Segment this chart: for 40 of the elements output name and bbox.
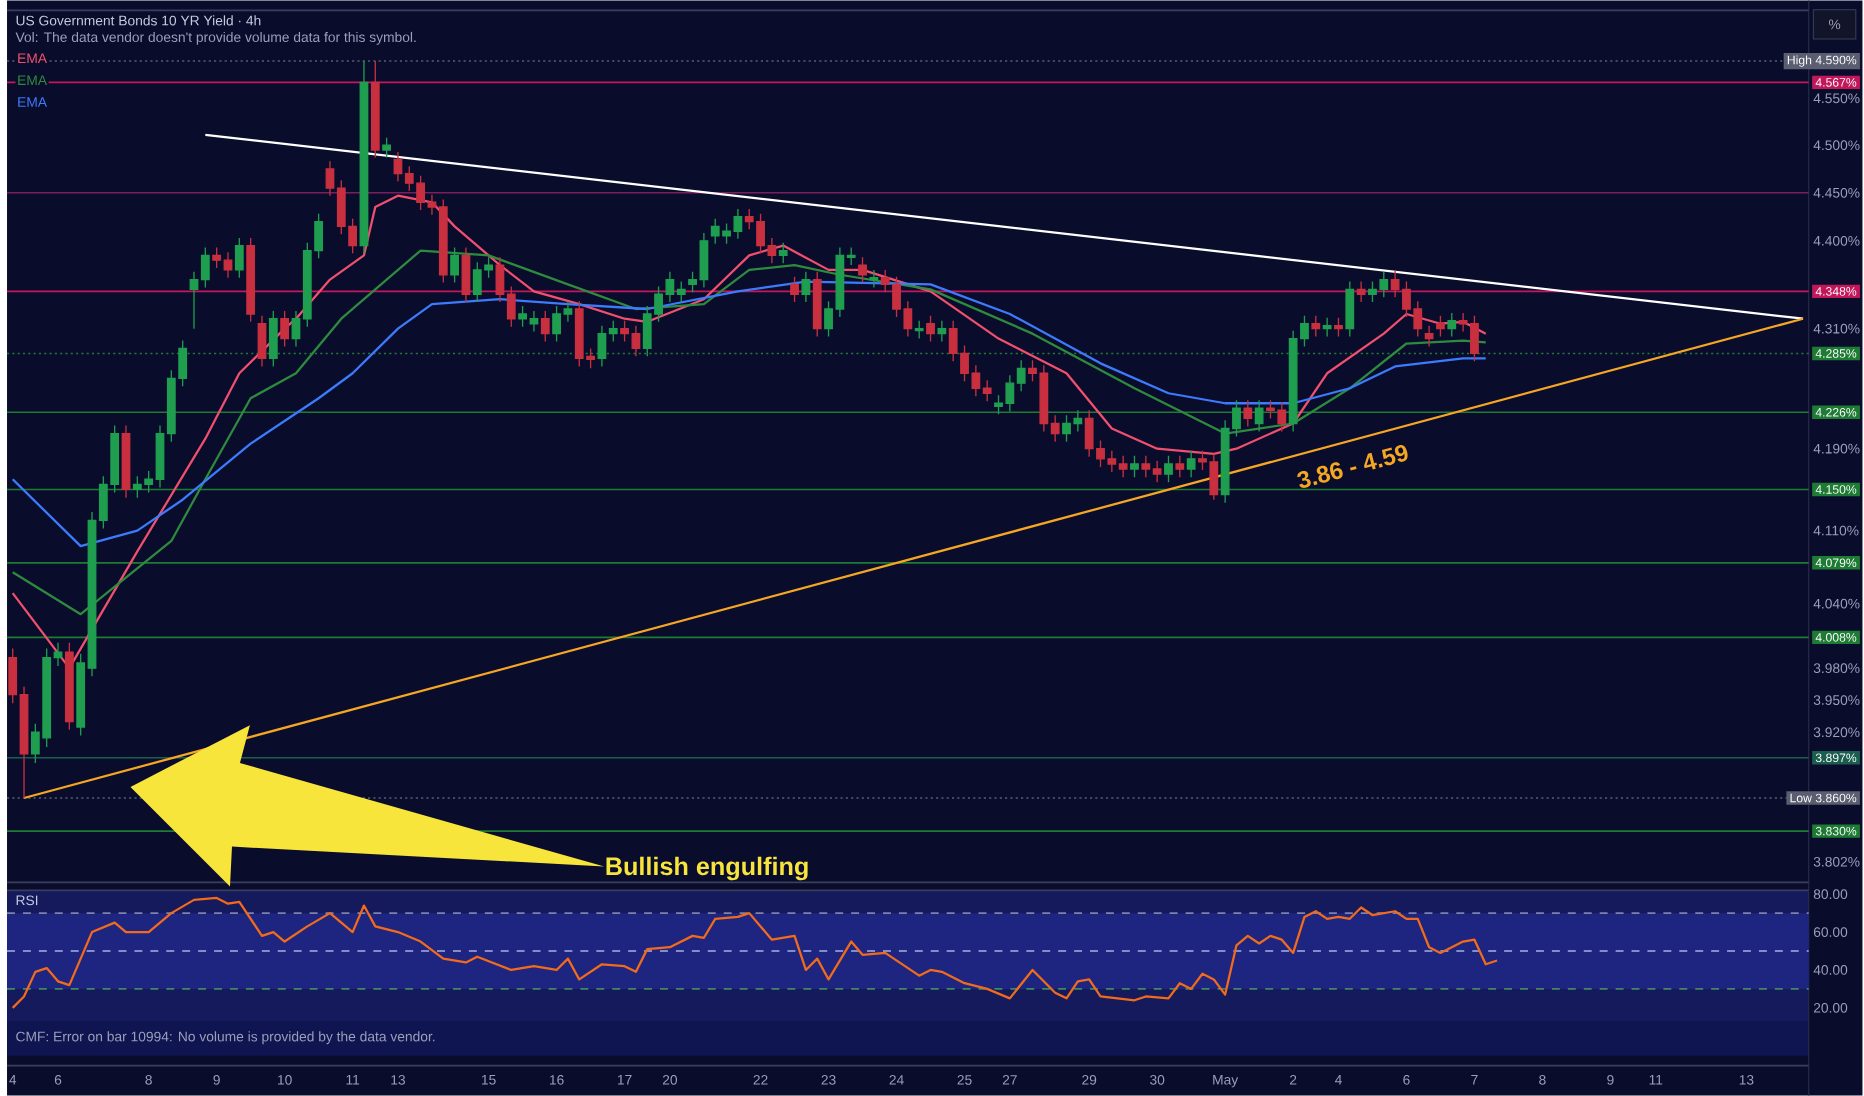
candlestick bbox=[790, 275, 799, 303]
candlestick bbox=[937, 319, 947, 343]
candlestick bbox=[370, 60, 380, 159]
candlestick bbox=[246, 237, 256, 323]
line-series bbox=[11, 249, 1487, 616]
annotation: Bullish engulfing bbox=[606, 856, 808, 881]
candlestick bbox=[64, 641, 74, 731]
candlestick bbox=[1356, 280, 1366, 303]
candlestick bbox=[257, 315, 267, 367]
candlestick bbox=[1243, 399, 1253, 428]
candlestick bbox=[1345, 280, 1355, 338]
candlestick bbox=[778, 242, 788, 264]
candlestick bbox=[869, 269, 879, 289]
candlestick bbox=[1322, 317, 1332, 338]
candlestick bbox=[450, 246, 460, 284]
candlestick bbox=[540, 310, 550, 343]
candlestick bbox=[1164, 455, 1173, 483]
candlestick bbox=[812, 271, 822, 338]
candlestick bbox=[234, 237, 244, 279]
candlestick bbox=[280, 310, 290, 347]
line-series bbox=[11, 194, 1487, 670]
candlestick bbox=[382, 136, 392, 159]
candlestick bbox=[121, 424, 131, 499]
candlestick bbox=[1424, 324, 1434, 347]
line-series bbox=[11, 896, 1499, 1009]
candlestick bbox=[1130, 455, 1139, 478]
candlestick bbox=[359, 60, 369, 254]
candlestick bbox=[268, 310, 278, 367]
candlestick bbox=[1311, 315, 1321, 338]
candlestick bbox=[1436, 315, 1445, 338]
candlestick bbox=[1186, 449, 1196, 478]
annotation: 3.86 - 4.59 bbox=[1297, 444, 1408, 488]
candlestick bbox=[801, 271, 811, 303]
candlestick bbox=[858, 256, 867, 284]
candlestick bbox=[1254, 399, 1264, 433]
candlestick bbox=[1447, 312, 1457, 338]
candlestick bbox=[926, 315, 935, 343]
line-series bbox=[11, 280, 1487, 548]
candlestick bbox=[1175, 455, 1185, 478]
candlestick bbox=[461, 246, 471, 303]
